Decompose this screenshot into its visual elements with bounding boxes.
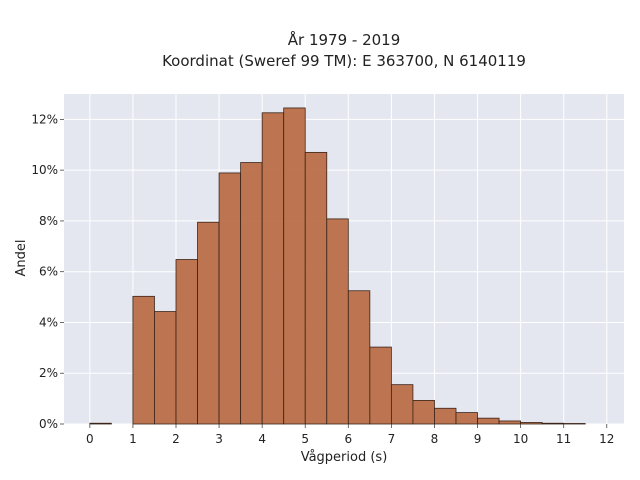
histogram-bar [89,422,112,425]
histogram-bar [477,417,500,425]
histogram-bar [541,422,565,425]
x-tick-label: 2 [172,432,180,446]
histogram-bar [197,221,220,425]
y-tick-label: 0% [39,417,58,431]
chart-title-line2: Koordinat (Sweref 99 TM): E 363700, N 61… [162,52,526,70]
x-tick-label: 12 [599,432,614,446]
histogram-bar [326,218,349,425]
histogram-bar [154,311,177,425]
histogram-bar [412,399,435,425]
histogram-bar [498,420,522,425]
x-axis-ticks: 0 1 2 3 4 5 6 7 8 9 10 11 12 [86,424,614,446]
histogram-bar [520,422,543,425]
histogram-bar [240,162,263,425]
histogram-bar [563,423,586,425]
histogram-bar [132,295,155,425]
y-tick-label: 4% [39,315,58,329]
x-tick-label: 5 [301,432,309,446]
x-tick-label: 4 [258,432,266,446]
x-tick-label: 9 [474,432,482,446]
y-tick-label: 12% [31,112,58,126]
x-tick-label: 11 [556,432,571,446]
x-tick-label: 8 [431,432,439,446]
histogram-bars [89,107,586,425]
histogram-bar [369,346,392,425]
histogram-bar [283,107,306,425]
histogram-bar [261,112,285,425]
y-tick-label: 6% [39,265,58,279]
histogram-bar [347,290,371,425]
y-axis-label: Andel [14,240,29,277]
x-tick-label: 7 [388,432,396,446]
y-tick-label: 8% [39,214,58,228]
histogram-bar [218,172,242,425]
histogram-bar [390,384,414,425]
histogram-bar [434,407,457,425]
x-tick-label: 10 [513,432,528,446]
x-axis-label: Vågperiod (s) [301,450,388,465]
histogram-bar [455,412,478,425]
y-axis-ticks: 0% 2% 4% 6% 8% 10% 12% [31,112,64,431]
x-tick-label: 6 [344,432,352,446]
histogram-bar [304,151,328,425]
y-tick-label: 2% [39,366,58,380]
x-tick-label: 0 [86,432,94,446]
x-tick-label: 3 [215,432,223,446]
x-tick-label: 1 [129,432,137,446]
chart-title-line1: År 1979 - 2019 [288,30,401,49]
histogram-bar [175,259,198,425]
y-tick-label: 10% [31,163,58,177]
